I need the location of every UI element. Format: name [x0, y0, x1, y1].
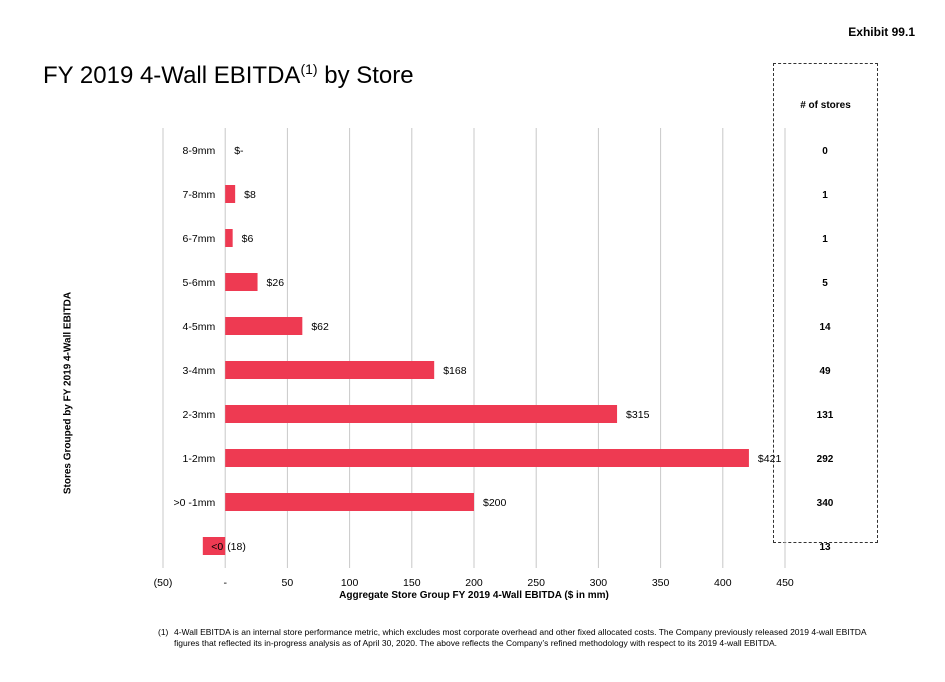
store-count: 131 [817, 410, 834, 421]
exhibit-label: Exhibit 99.1 [848, 25, 915, 39]
data-label: $315 [626, 409, 650, 421]
y-axis-label: Stores Grouped by FY 2019 4-Wall EBITDA [62, 291, 74, 495]
title-superscript: (1) [300, 61, 318, 77]
store-count: 0 [822, 146, 828, 157]
data-label: $8 [244, 189, 256, 201]
data-label: (18) [227, 541, 246, 553]
bar [225, 449, 749, 467]
x-tick-label: 250 [527, 577, 545, 589]
data-label: $421 [758, 453, 782, 465]
chart-title: FY 2019 4-Wall EBITDA(1) by Store [43, 61, 414, 90]
data-label: $168 [443, 365, 467, 377]
x-tick-label: 300 [590, 577, 608, 589]
x-axis-label: Aggregate Store Group FY 2019 4-Wall EBI… [339, 590, 609, 601]
category-label: 3-4mm [183, 365, 216, 377]
bar [225, 317, 303, 335]
category-label: <0 [211, 541, 223, 553]
data-label: $26 [267, 277, 285, 289]
x-tick-label: 150 [403, 577, 421, 589]
store-count: 1 [822, 234, 828, 245]
x-tick-label: 100 [341, 577, 359, 589]
store-count: 49 [819, 366, 831, 377]
category-label: 8-9mm [183, 145, 216, 157]
category-label: 2-3mm [183, 409, 216, 421]
store-count: 13 [819, 542, 831, 553]
data-label: $- [234, 145, 244, 157]
x-tick-label: 200 [465, 577, 483, 589]
store-count: 292 [817, 454, 834, 465]
x-tick-label: (50) [154, 577, 173, 589]
footnote-number: (1) [158, 627, 169, 637]
title-suffix: by Store [317, 62, 414, 89]
x-tick-label: 350 [652, 577, 670, 589]
category-label: 7-8mm [183, 189, 216, 201]
store-count: 14 [819, 322, 831, 333]
x-tick-label: - [223, 577, 227, 589]
category-label: 4-5mm [183, 321, 216, 333]
category-label: 1-2mm [183, 453, 216, 465]
store-count-header: # of stores [800, 100, 851, 111]
bar [225, 361, 435, 379]
store-count: 1 [822, 190, 828, 201]
footnote: (1) 4-Wall EBITDA is an internal store p… [158, 627, 883, 649]
x-tick-label: 400 [714, 577, 732, 589]
footnote-text: 4-Wall EBITDA is an internal store perfo… [174, 627, 867, 648]
data-label: $62 [311, 321, 329, 333]
category-label: >0 -1mm [173, 497, 215, 509]
category-label: 5-6mm [183, 277, 216, 289]
store-count: 5 [822, 278, 828, 289]
bar [225, 405, 618, 423]
title-main: FY 2019 4-Wall EBITDA [43, 62, 301, 89]
bar [225, 185, 236, 203]
x-tick-label: 450 [776, 577, 794, 589]
category-label: 6-7mm [183, 233, 216, 245]
bar [225, 229, 233, 247]
data-label: $200 [483, 497, 507, 509]
store-count: 340 [817, 498, 834, 509]
x-tick-label: 50 [282, 577, 294, 589]
data-label: $6 [242, 233, 254, 245]
bar [225, 493, 474, 511]
store-count-box [773, 63, 878, 543]
bar [225, 273, 258, 291]
bar [202, 537, 226, 555]
